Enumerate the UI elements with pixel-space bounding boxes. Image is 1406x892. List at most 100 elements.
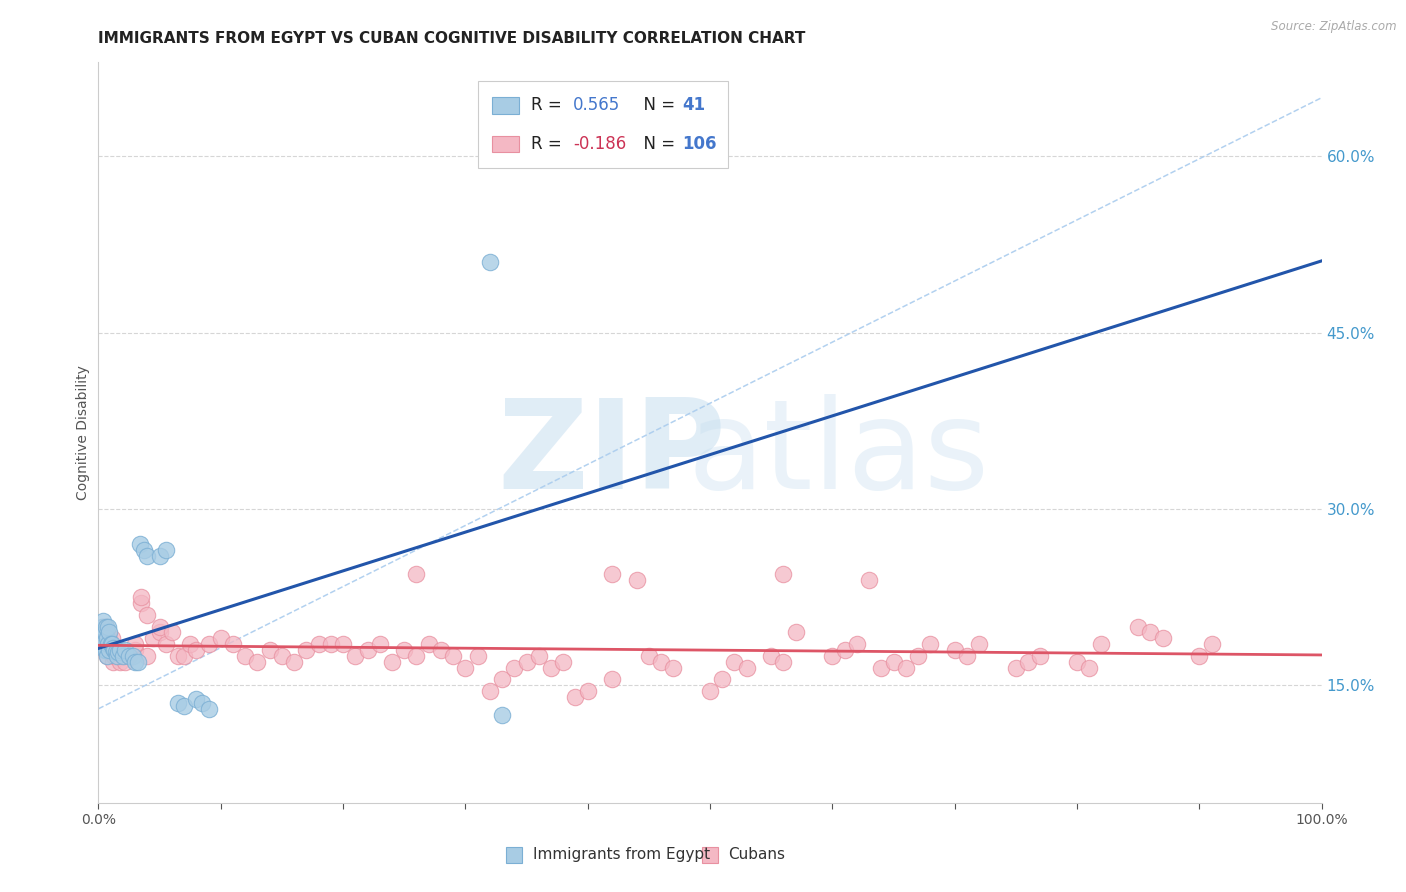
- Point: [907, 648, 929, 663]
- Point: [98, 632, 121, 646]
- Point: [110, 655, 132, 669]
- Point: [132, 543, 155, 558]
- Point: [101, 637, 124, 651]
- Point: [1201, 637, 1223, 651]
- Point: [160, 625, 183, 640]
- Point: [1078, 660, 1101, 674]
- Point: [381, 655, 404, 669]
- Point: [97, 637, 120, 651]
- Point: [98, 625, 121, 640]
- Point: [155, 637, 177, 651]
- Point: [894, 660, 917, 674]
- Text: -0.186: -0.186: [574, 135, 626, 153]
- Point: [1128, 619, 1150, 633]
- Point: [491, 673, 513, 687]
- Point: [356, 643, 378, 657]
- Point: [405, 648, 427, 663]
- Point: [94, 619, 117, 633]
- Point: [392, 643, 416, 657]
- Point: [149, 549, 172, 563]
- Point: [821, 648, 844, 663]
- Point: [142, 632, 165, 646]
- Point: [91, 632, 114, 646]
- Point: [308, 637, 330, 651]
- Point: [104, 645, 127, 659]
- Point: [478, 255, 501, 269]
- Point: [191, 696, 214, 710]
- Point: [100, 637, 122, 651]
- Point: [259, 643, 281, 657]
- Point: [186, 692, 208, 706]
- Point: [96, 632, 118, 646]
- Point: [344, 648, 367, 663]
- Point: [114, 643, 136, 657]
- Point: [118, 648, 141, 663]
- Point: [834, 643, 856, 657]
- Point: [209, 632, 232, 646]
- Point: [368, 637, 391, 651]
- Point: [100, 637, 122, 651]
- Text: Cubans: Cubans: [728, 847, 786, 863]
- Point: [103, 648, 125, 663]
- Point: [93, 625, 115, 640]
- Point: [111, 648, 134, 663]
- Point: [233, 648, 256, 663]
- Point: [870, 660, 893, 674]
- Point: [1029, 648, 1052, 663]
- Text: ZIP: ZIP: [498, 394, 727, 516]
- Point: [858, 573, 880, 587]
- Point: [91, 619, 114, 633]
- Point: [430, 643, 453, 657]
- Text: IMMIGRANTS FROM EGYPT VS CUBAN COGNITIVE DISABILITY CORRELATION CHART: IMMIGRANTS FROM EGYPT VS CUBAN COGNITIVE…: [98, 31, 806, 46]
- Point: [295, 643, 318, 657]
- Point: [283, 655, 305, 669]
- Point: [1017, 655, 1039, 669]
- Point: [332, 637, 354, 651]
- Point: [173, 699, 195, 714]
- Point: [124, 637, 146, 651]
- Point: [564, 690, 586, 704]
- Point: [1152, 632, 1174, 646]
- Point: [515, 655, 537, 669]
- Point: [118, 648, 141, 663]
- Point: [405, 566, 427, 581]
- Text: Source: ZipAtlas.com: Source: ZipAtlas.com: [1271, 20, 1396, 33]
- Point: [920, 637, 942, 651]
- Point: [101, 655, 124, 669]
- Point: [553, 655, 575, 669]
- Point: [101, 632, 124, 646]
- Point: [845, 637, 868, 651]
- Point: [600, 673, 623, 687]
- Point: [173, 648, 195, 663]
- Point: [93, 643, 115, 657]
- Point: [110, 643, 132, 657]
- Point: [319, 637, 342, 651]
- Point: [956, 648, 979, 663]
- Point: [600, 566, 623, 581]
- Point: [97, 643, 120, 657]
- Point: [149, 619, 172, 633]
- Point: [103, 643, 125, 657]
- Point: [576, 684, 599, 698]
- Point: [149, 625, 172, 640]
- Point: [98, 643, 121, 657]
- Point: [418, 637, 440, 651]
- Point: [197, 637, 219, 651]
- Point: [699, 684, 721, 698]
- Text: Immigrants from Egypt: Immigrants from Egypt: [533, 847, 710, 863]
- Point: [105, 648, 128, 663]
- Point: [662, 660, 685, 674]
- Point: [735, 660, 758, 674]
- Point: [222, 637, 245, 651]
- Point: [1188, 648, 1211, 663]
- Text: 106: 106: [682, 135, 717, 153]
- Point: [186, 643, 208, 657]
- Point: [101, 640, 124, 655]
- Point: [772, 655, 794, 669]
- Point: [114, 655, 136, 669]
- Text: 0.565: 0.565: [574, 96, 620, 114]
- Point: [91, 637, 114, 651]
- Point: [155, 543, 177, 558]
- Text: 41: 41: [682, 96, 704, 114]
- Bar: [492, 136, 519, 152]
